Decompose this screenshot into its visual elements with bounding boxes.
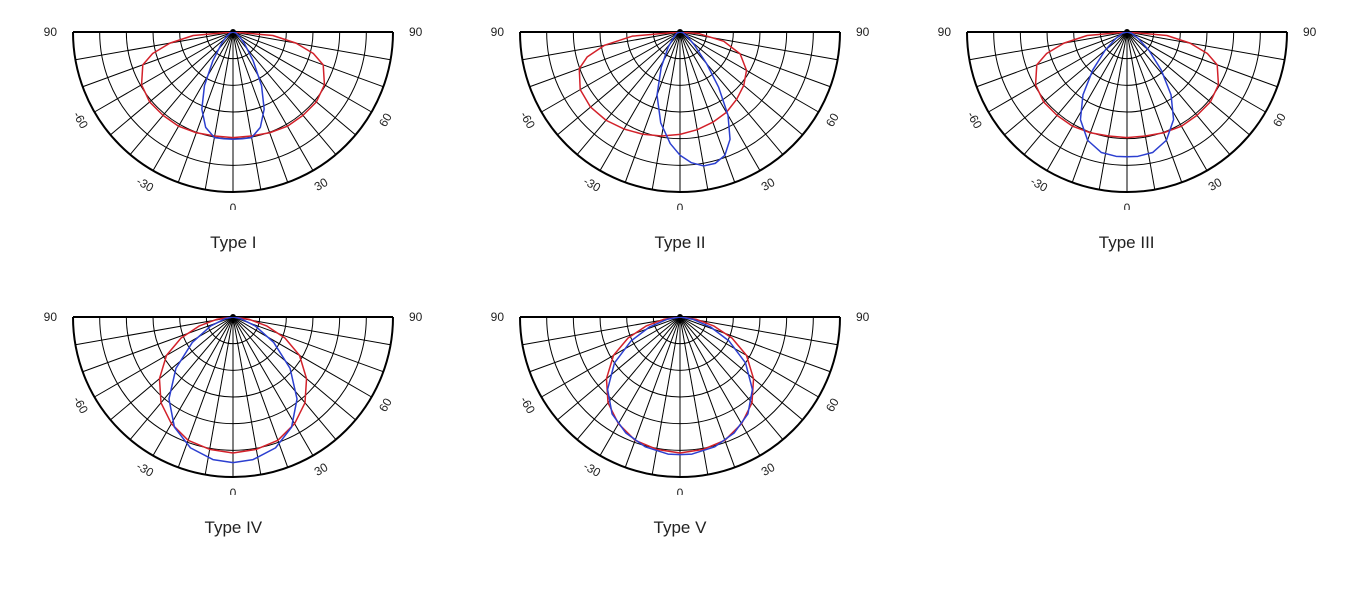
svg-text:-90: -90 xyxy=(490,310,504,324)
svg-text:-60: -60 xyxy=(517,109,538,131)
svg-text:90: 90 xyxy=(409,25,423,39)
svg-text:60: 60 xyxy=(1270,110,1289,129)
svg-text:90: 90 xyxy=(856,310,870,324)
svg-text:-90: -90 xyxy=(43,310,57,324)
svg-text:-60: -60 xyxy=(517,394,538,416)
svg-text:90: 90 xyxy=(856,25,870,39)
cell-type3: -90 -60 -30 0 30 60 90 Type III xyxy=(913,10,1340,285)
svg-text:90: 90 xyxy=(409,310,423,324)
svg-text:-30: -30 xyxy=(581,459,603,480)
svg-text:-60: -60 xyxy=(71,109,92,131)
svg-text:-30: -30 xyxy=(581,174,603,195)
plot-type4: -90 -60 -30 0 30 60 90 xyxy=(43,295,423,500)
cell-type1: -90 -60 -30 0 30 60 90 Type I xyxy=(20,10,447,285)
caption-type4: Type IV xyxy=(205,518,263,538)
svg-text:30: 30 xyxy=(759,460,778,479)
svg-text:-90: -90 xyxy=(490,25,504,39)
svg-text:0: 0 xyxy=(230,201,237,210)
svg-text:60: 60 xyxy=(823,110,842,129)
polar-plot-type3: -90 -60 -30 0 30 60 90 xyxy=(937,10,1317,210)
svg-text:0: 0 xyxy=(677,201,684,210)
svg-text:30: 30 xyxy=(312,175,331,194)
svg-text:0: 0 xyxy=(230,486,237,495)
cell-empty xyxy=(913,295,1340,570)
svg-text:60: 60 xyxy=(376,395,395,414)
cell-type5: -90 -60 -30 0 30 60 90 Type V xyxy=(467,295,894,570)
cell-type2: -90 -60 -30 0 30 60 90 Type II xyxy=(467,10,894,285)
svg-text:-60: -60 xyxy=(964,109,985,131)
caption-type1: Type I xyxy=(210,233,256,253)
plot-grid: -90 -60 -30 0 30 60 90 Type I -90 -60 -30 0 30 60 90… xyxy=(0,0,1360,590)
svg-text:-60: -60 xyxy=(71,394,92,416)
svg-text:-30: -30 xyxy=(134,459,156,480)
polar-plot-type5: -90 -60 -30 0 30 60 90 xyxy=(490,295,870,495)
svg-text:-90: -90 xyxy=(937,25,951,39)
polar-plot-type4: -90 -60 -30 0 30 60 90 xyxy=(43,295,423,495)
svg-text:30: 30 xyxy=(1205,175,1224,194)
caption-type5: Type V xyxy=(654,518,707,538)
svg-text:-90: -90 xyxy=(43,25,57,39)
plot-type3: -90 -60 -30 0 30 60 90 xyxy=(937,10,1317,215)
polar-plot-type1: -90 -60 -30 0 30 60 90 xyxy=(43,10,423,210)
polar-plot-type2: -90 -60 -30 0 30 60 90 xyxy=(490,10,870,210)
svg-text:0: 0 xyxy=(677,486,684,495)
svg-text:30: 30 xyxy=(312,460,331,479)
svg-text:90: 90 xyxy=(1303,25,1317,39)
caption-type2: Type II xyxy=(654,233,705,253)
caption-type3: Type III xyxy=(1099,233,1155,253)
svg-text:60: 60 xyxy=(823,395,842,414)
cell-type4: -90 -60 -30 0 30 60 90 Type IV xyxy=(20,295,447,570)
svg-text:0: 0 xyxy=(1123,201,1130,210)
svg-text:-30: -30 xyxy=(134,174,156,195)
plot-type2: -90 -60 -30 0 30 60 90 xyxy=(490,10,870,215)
plot-type1: -90 -60 -30 0 30 60 90 xyxy=(43,10,423,215)
svg-text:-30: -30 xyxy=(1028,174,1050,195)
svg-text:30: 30 xyxy=(759,175,778,194)
svg-text:60: 60 xyxy=(376,110,395,129)
plot-type5: -90 -60 -30 0 30 60 90 xyxy=(490,295,870,500)
